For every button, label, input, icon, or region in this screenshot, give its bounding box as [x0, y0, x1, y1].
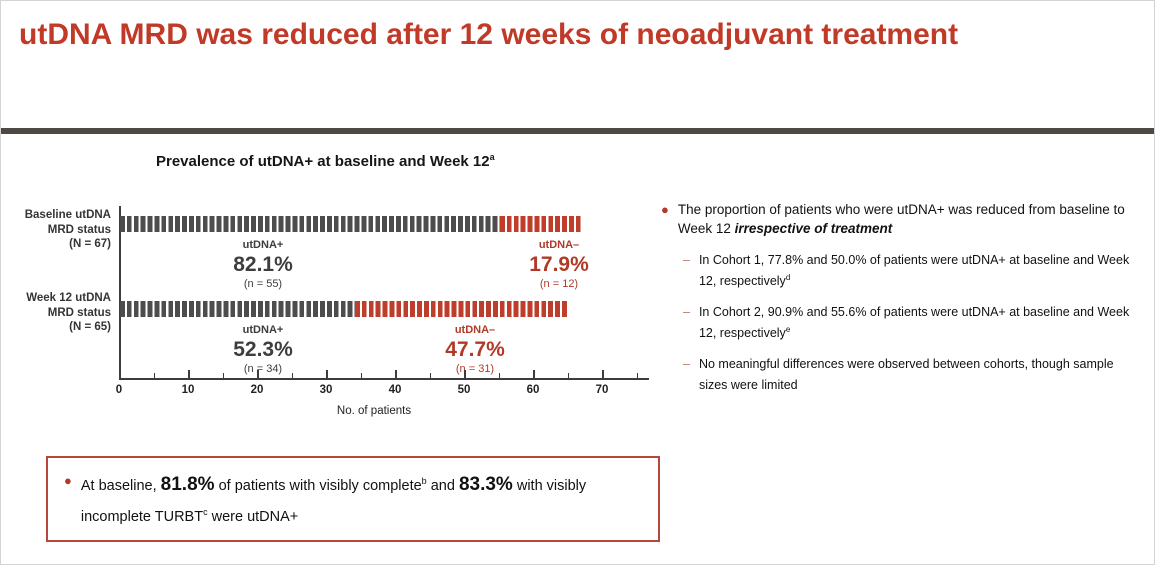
sub-bullet-list: – In Cohort 1, 77.8% and 50.0% of patien… [683, 251, 1139, 394]
x-tick-label: 10 [181, 384, 195, 396]
data-label-baseline-utdna-positive: utDNA+ 82.1% (n = 55) [233, 239, 293, 290]
x-tick [257, 370, 259, 378]
footnote-marker: d [785, 273, 791, 282]
x-tick-label: 0 [115, 384, 123, 396]
x-tick [222, 373, 224, 378]
x-tick [360, 373, 362, 378]
chart-title-text: Prevalence of utDNA+ at baseline and Wee… [156, 153, 490, 170]
dash-icon: – [683, 357, 690, 372]
data-label-baseline-utdna-negative: utDNA– 17.9% (n = 12) [529, 239, 589, 290]
footnote-marker: c [203, 506, 208, 517]
data-label-week12-utdna-positive: utDNA+ 52.3% (n = 34) [233, 324, 293, 375]
chart-title-footnote-marker: a [489, 152, 495, 162]
bar-week12 [120, 301, 569, 317]
bar-baseline-utdna-positive-segment [120, 216, 500, 232]
y-axis-line [119, 206, 121, 379]
sub-bullet-differences: – No meaningful differences were observe… [683, 357, 1114, 393]
bar-week12-utdna-positive-segment [120, 301, 355, 317]
title-divider [1, 128, 1154, 134]
footnote-marker: b [421, 476, 427, 486]
x-tick-label: 60 [526, 384, 540, 396]
x-tick [498, 373, 500, 378]
callout-pct-complete: 81.8% [160, 473, 215, 495]
x-tick [153, 373, 155, 378]
x-tick [326, 370, 328, 378]
x-tick [602, 370, 604, 378]
x-tick-label: 50 [457, 384, 471, 396]
bullet-main-emphasis: irrespective of treatment [734, 221, 893, 236]
baseline-callout-box: ● At baseline, 81.8% of patients with vi… [46, 456, 660, 542]
x-axis-line [119, 378, 649, 380]
x-tick [119, 370, 121, 378]
bullet-main-text: The proportion of patients who were utDN… [677, 202, 1125, 236]
bar-week12-utdna-negative-segment [354, 301, 569, 317]
sub-bullet-cohort1: – In Cohort 1, 77.8% and 50.0% of patien… [683, 253, 1130, 289]
x-tick [567, 373, 569, 378]
bar-baseline [120, 216, 583, 232]
bullet-main: ● The proportion of patients who were ut… [661, 200, 1139, 238]
y-category-label-week12: Week 12 utDNA MRD status (N = 65) [26, 292, 111, 333]
callout-pct-incomplete: 83.3% [458, 473, 513, 495]
x-tick [429, 373, 431, 378]
slide-title: utDNA MRD was reduced after 12 weeks of … [19, 18, 959, 51]
callout-text: At baseline, 81.8% of patients with visi… [80, 473, 587, 525]
x-tick [291, 373, 293, 378]
footnote-marker: e [785, 325, 791, 335]
bar-chart-plot-area: utDNA+ 82.1% (n = 55) utDNA– 17.9% (n = … [115, 206, 664, 421]
x-tick [533, 370, 535, 378]
x-tick-label: 20 [250, 384, 264, 396]
x-tick-label: 70 [595, 384, 609, 396]
sub-bullet-cohort2: – In Cohort 2, 90.9% and 55.6% of patien… [683, 305, 1130, 341]
x-axis-title: No. of patients [336, 405, 412, 417]
x-tick [636, 373, 638, 378]
dash-icon: – [683, 253, 690, 267]
data-label-week12-utdna-negative: utDNA– 47.7% (n = 31) [445, 324, 505, 375]
x-tick [395, 370, 397, 378]
x-tick-label: 30 [319, 384, 333, 396]
dash-icon: – [683, 305, 690, 320]
x-tick [464, 370, 466, 378]
key-points-panel: ● The proportion of patients who were ut… [661, 200, 1139, 407]
chart-title: Prevalence of utDNA+ at baseline and Wee… [156, 152, 495, 170]
y-category-label-baseline: Baseline utDNA MRD status (N = 67) [24, 209, 111, 250]
x-tick [188, 370, 190, 378]
bullet-icon: ● [661, 202, 669, 217]
x-tick-label: 40 [388, 384, 402, 396]
bar-baseline-utdna-negative-segment [499, 216, 583, 232]
bullet-icon: ● [64, 473, 72, 488]
